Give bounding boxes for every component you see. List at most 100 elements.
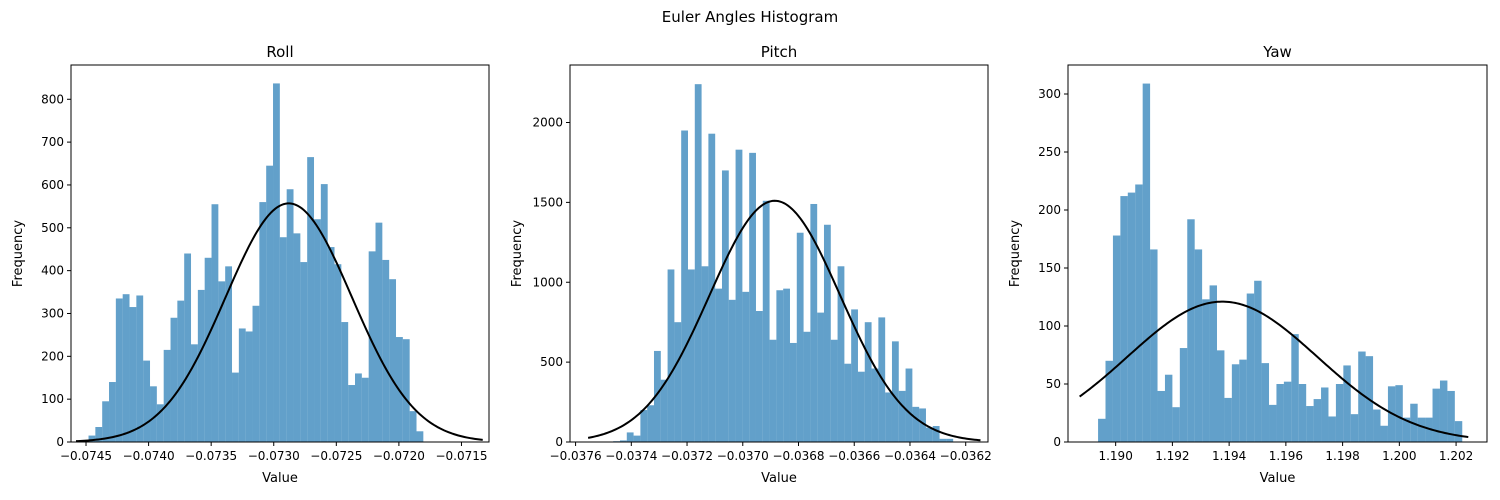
pitch-x-tick-label: −0.0366 [828, 449, 880, 463]
roll-y-tick-label: 700 [41, 135, 64, 149]
roll-bar [355, 373, 362, 442]
roll-bar [88, 435, 96, 442]
yaw-axes-frame [1067, 64, 1488, 443]
roll-bar [402, 339, 410, 442]
roll-bar [163, 349, 171, 442]
pitch-bar [687, 269, 695, 442]
yaw-bar [1402, 417, 1411, 442]
roll-x-tick-label: −0.0745 [60, 449, 112, 463]
roll-bar [409, 411, 417, 442]
roll-bar [327, 247, 335, 442]
pitch-bar [932, 426, 940, 442]
yaw-bar [1120, 196, 1128, 442]
roll-bar [177, 300, 185, 443]
yaw-bar [1127, 192, 1136, 442]
roll-y-tick-label: 400 [41, 264, 64, 278]
pitch-bar [830, 339, 838, 442]
roll-x-tick-label: −0.0740 [123, 449, 175, 463]
pitch-bar [749, 152, 756, 443]
roll-bar [102, 401, 110, 442]
pitch-y-tick-label: 1000 [532, 275, 563, 289]
roll-bar [382, 259, 390, 442]
roll-bar [225, 266, 233, 442]
pitch-y-tick-label: 500 [540, 355, 563, 369]
roll-bar [129, 307, 137, 442]
pitch-x-tick-label: −0.0372 [661, 449, 713, 463]
roll-bar [293, 233, 301, 442]
roll-bar [368, 251, 376, 442]
pitch-bar [885, 392, 892, 442]
pitch-bar [626, 432, 634, 442]
pitch-bar [694, 84, 702, 443]
pitch-bar [898, 390, 906, 442]
yaw-bar [1298, 384, 1307, 442]
roll-bar [286, 189, 294, 442]
yaw-bar [1395, 385, 1403, 442]
pitch-x-tick-label: −0.0374 [605, 449, 657, 463]
roll-bar [279, 237, 287, 442]
yaw-y-axis-label: Frequency [1008, 220, 1023, 287]
figure-title: Euler Angles Histogram [662, 8, 838, 26]
pitch-bar [864, 322, 872, 442]
roll-y-tick-label: 600 [41, 178, 64, 192]
pitch-histogram-panel: −0.0376 −0.0374 −0.0372 −0.0370 −0.0368 −0.03… [510, 43, 992, 486]
pitch-bar [769, 339, 777, 442]
pitch-bar [946, 438, 954, 442]
pitch-panel-title: Pitch [761, 43, 798, 61]
pitch-bar [857, 371, 865, 442]
pitch-bar [844, 363, 852, 442]
roll-bar [238, 328, 246, 442]
yaw-bar [1142, 83, 1151, 442]
roll-bar [361, 377, 369, 442]
pitch-bar [674, 322, 682, 442]
yaw-bar [1202, 299, 1210, 442]
yaw-bar [1231, 364, 1240, 442]
yaw-bar [1306, 406, 1314, 442]
yaw-x-tick-label: 1.200 [1382, 449, 1416, 463]
roll-bar [191, 344, 198, 442]
yaw-bar [1150, 249, 1158, 442]
yaw-bar [1454, 421, 1463, 442]
pitch-axes-frame [569, 64, 989, 443]
yaw-bar [1432, 388, 1440, 442]
pitch-bar [912, 406, 920, 442]
roll-x-axis-label: Value [262, 471, 298, 486]
roll-bar [389, 279, 397, 442]
yaw-bar [1417, 417, 1426, 442]
yaw-panel-title: Yaw [1262, 43, 1292, 61]
yaw-bar [1187, 219, 1195, 442]
yaw-bar [1135, 184, 1143, 443]
yaw-bar [1269, 404, 1277, 442]
roll-bar [375, 222, 383, 442]
roll-bar [197, 289, 205, 442]
pitch-bar [715, 288, 722, 442]
roll-bar [136, 295, 144, 442]
pitch-bar [640, 410, 648, 442]
roll-bar [334, 264, 342, 442]
pitch-normal-fit-curve [587, 199, 981, 442]
yaw-bar [1291, 334, 1299, 442]
yaw-bar [1179, 348, 1188, 442]
roll-bar [122, 294, 130, 442]
yaw-x-tick-label: 1.194 [1212, 449, 1246, 463]
pitch-y-tick-label: 2000 [532, 116, 563, 130]
roll-bars [88, 83, 424, 443]
yaw-x-tick-label: 1.196 [1269, 449, 1303, 463]
pitch-bar [783, 288, 790, 442]
roll-bar [156, 404, 164, 442]
pitch-bar [735, 149, 743, 443]
roll-x-tick-label: −0.0720 [373, 449, 425, 463]
yaw-bar [1112, 235, 1121, 442]
pitch-bar [721, 170, 729, 442]
pitch-bar [837, 266, 845, 442]
pitch-bar [619, 440, 627, 442]
yaw-bar [1098, 418, 1106, 442]
yaw-normal-fit-curve [1079, 300, 1469, 439]
pitch-bar [762, 200, 770, 442]
yaw-bar [1321, 387, 1329, 442]
yaw-bar [1246, 293, 1255, 442]
pitch-x-axis-label: Value [761, 471, 797, 486]
pitch-y-axis-label: Frequency [510, 220, 525, 287]
roll-bar [300, 262, 308, 442]
pitch-x-tick-label: −0.0368 [772, 449, 824, 463]
